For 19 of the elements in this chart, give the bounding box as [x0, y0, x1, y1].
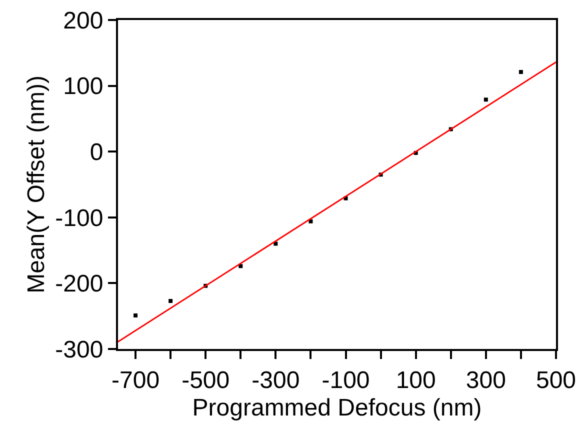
point: [518, 70, 523, 74]
x-tick-label: -500: [182, 366, 230, 394]
point: [484, 98, 488, 102]
y-tick-label: -100: [55, 204, 104, 232]
point: [168, 298, 173, 303]
y-tick-label: 100: [63, 73, 104, 100]
x-tick-label: -300: [252, 366, 300, 394]
y-tick-label: 200: [63, 7, 104, 34]
point: [134, 313, 138, 318]
x-tick-label: 500: [536, 366, 576, 394]
x-tick-label: 300: [466, 366, 506, 394]
x-tick-label: 100: [396, 366, 436, 394]
y-tick-label: -200: [55, 270, 104, 298]
y-tick-label: -300: [55, 336, 104, 364]
x-tick-label: -100: [322, 366, 370, 394]
y-tick-label: 0: [90, 139, 104, 166]
x-tick-label: -700: [111, 366, 160, 394]
y-axis-title: Mean(Y Offset (nm)): [22, 76, 50, 294]
x-axis-title: Programmed Defocus (nm): [192, 394, 482, 422]
